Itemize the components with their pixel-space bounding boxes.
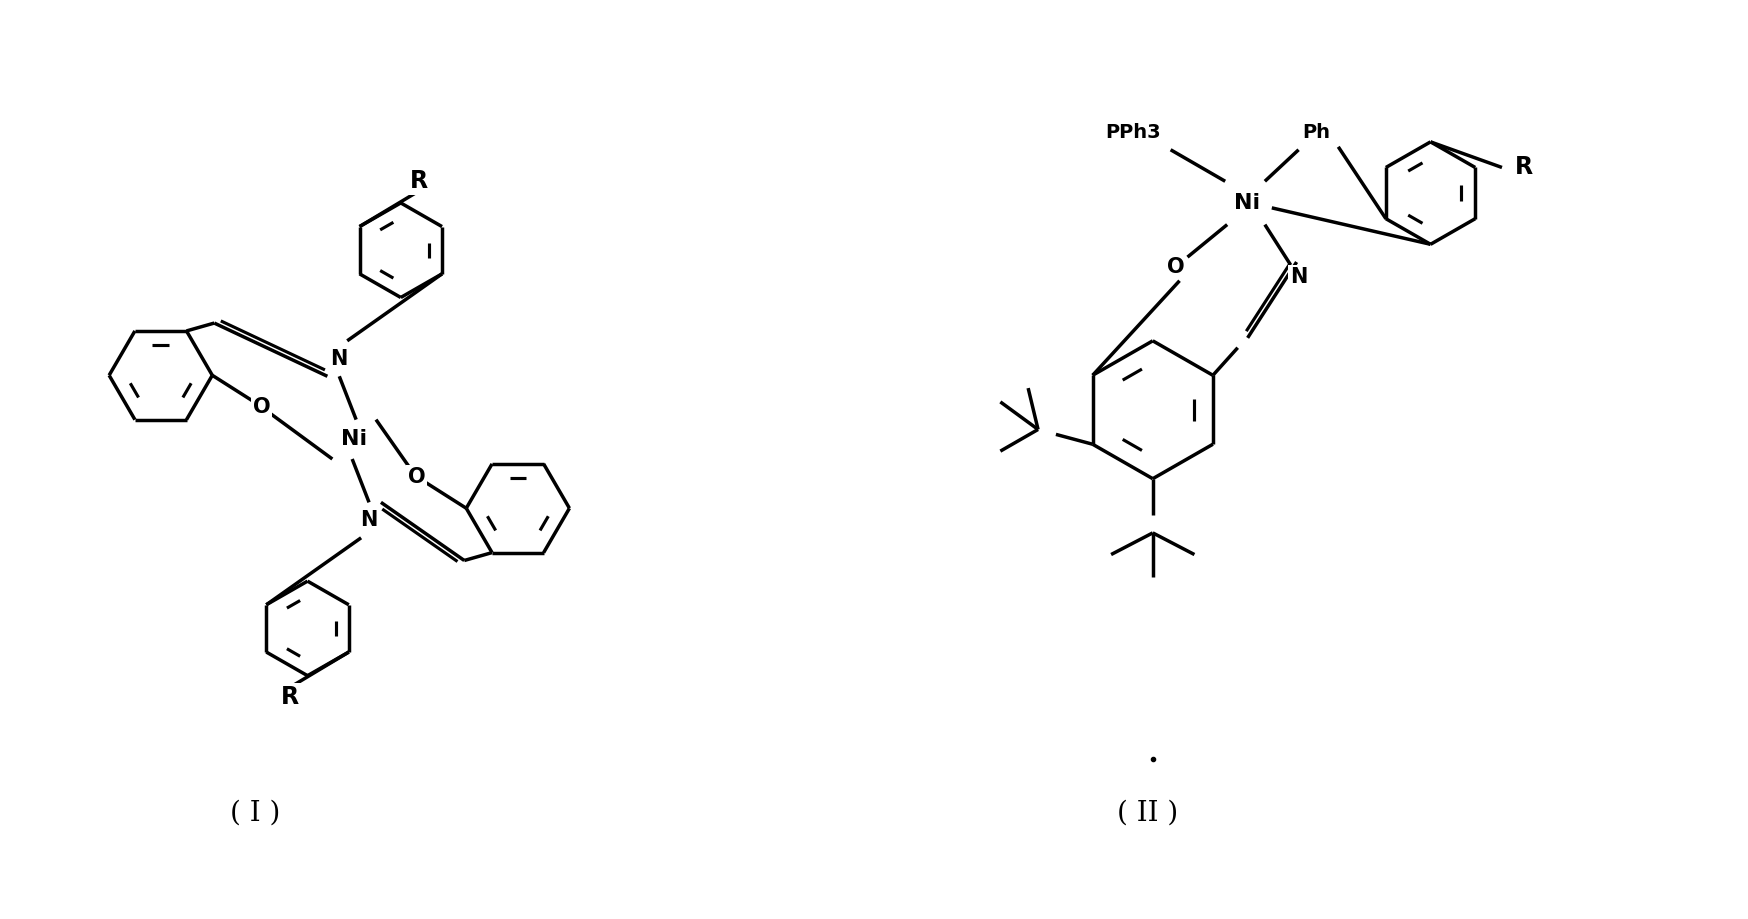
Text: Ph: Ph bbox=[1302, 122, 1330, 142]
Text: ( II ): ( II ) bbox=[1117, 800, 1178, 827]
Text: O: O bbox=[1166, 257, 1185, 277]
Text: Ni: Ni bbox=[341, 429, 367, 449]
Text: PPh3: PPh3 bbox=[1105, 122, 1161, 142]
Text: N: N bbox=[330, 348, 348, 369]
Text: R: R bbox=[409, 169, 428, 193]
Text: ( I ): ( I ) bbox=[229, 800, 280, 827]
Text: N: N bbox=[360, 510, 378, 530]
Text: O: O bbox=[253, 397, 271, 417]
Text: N: N bbox=[1290, 267, 1308, 287]
Text: O: O bbox=[407, 467, 425, 487]
Text: Ni: Ni bbox=[1234, 193, 1260, 213]
Text: R: R bbox=[281, 686, 299, 709]
Text: R: R bbox=[1516, 155, 1533, 179]
